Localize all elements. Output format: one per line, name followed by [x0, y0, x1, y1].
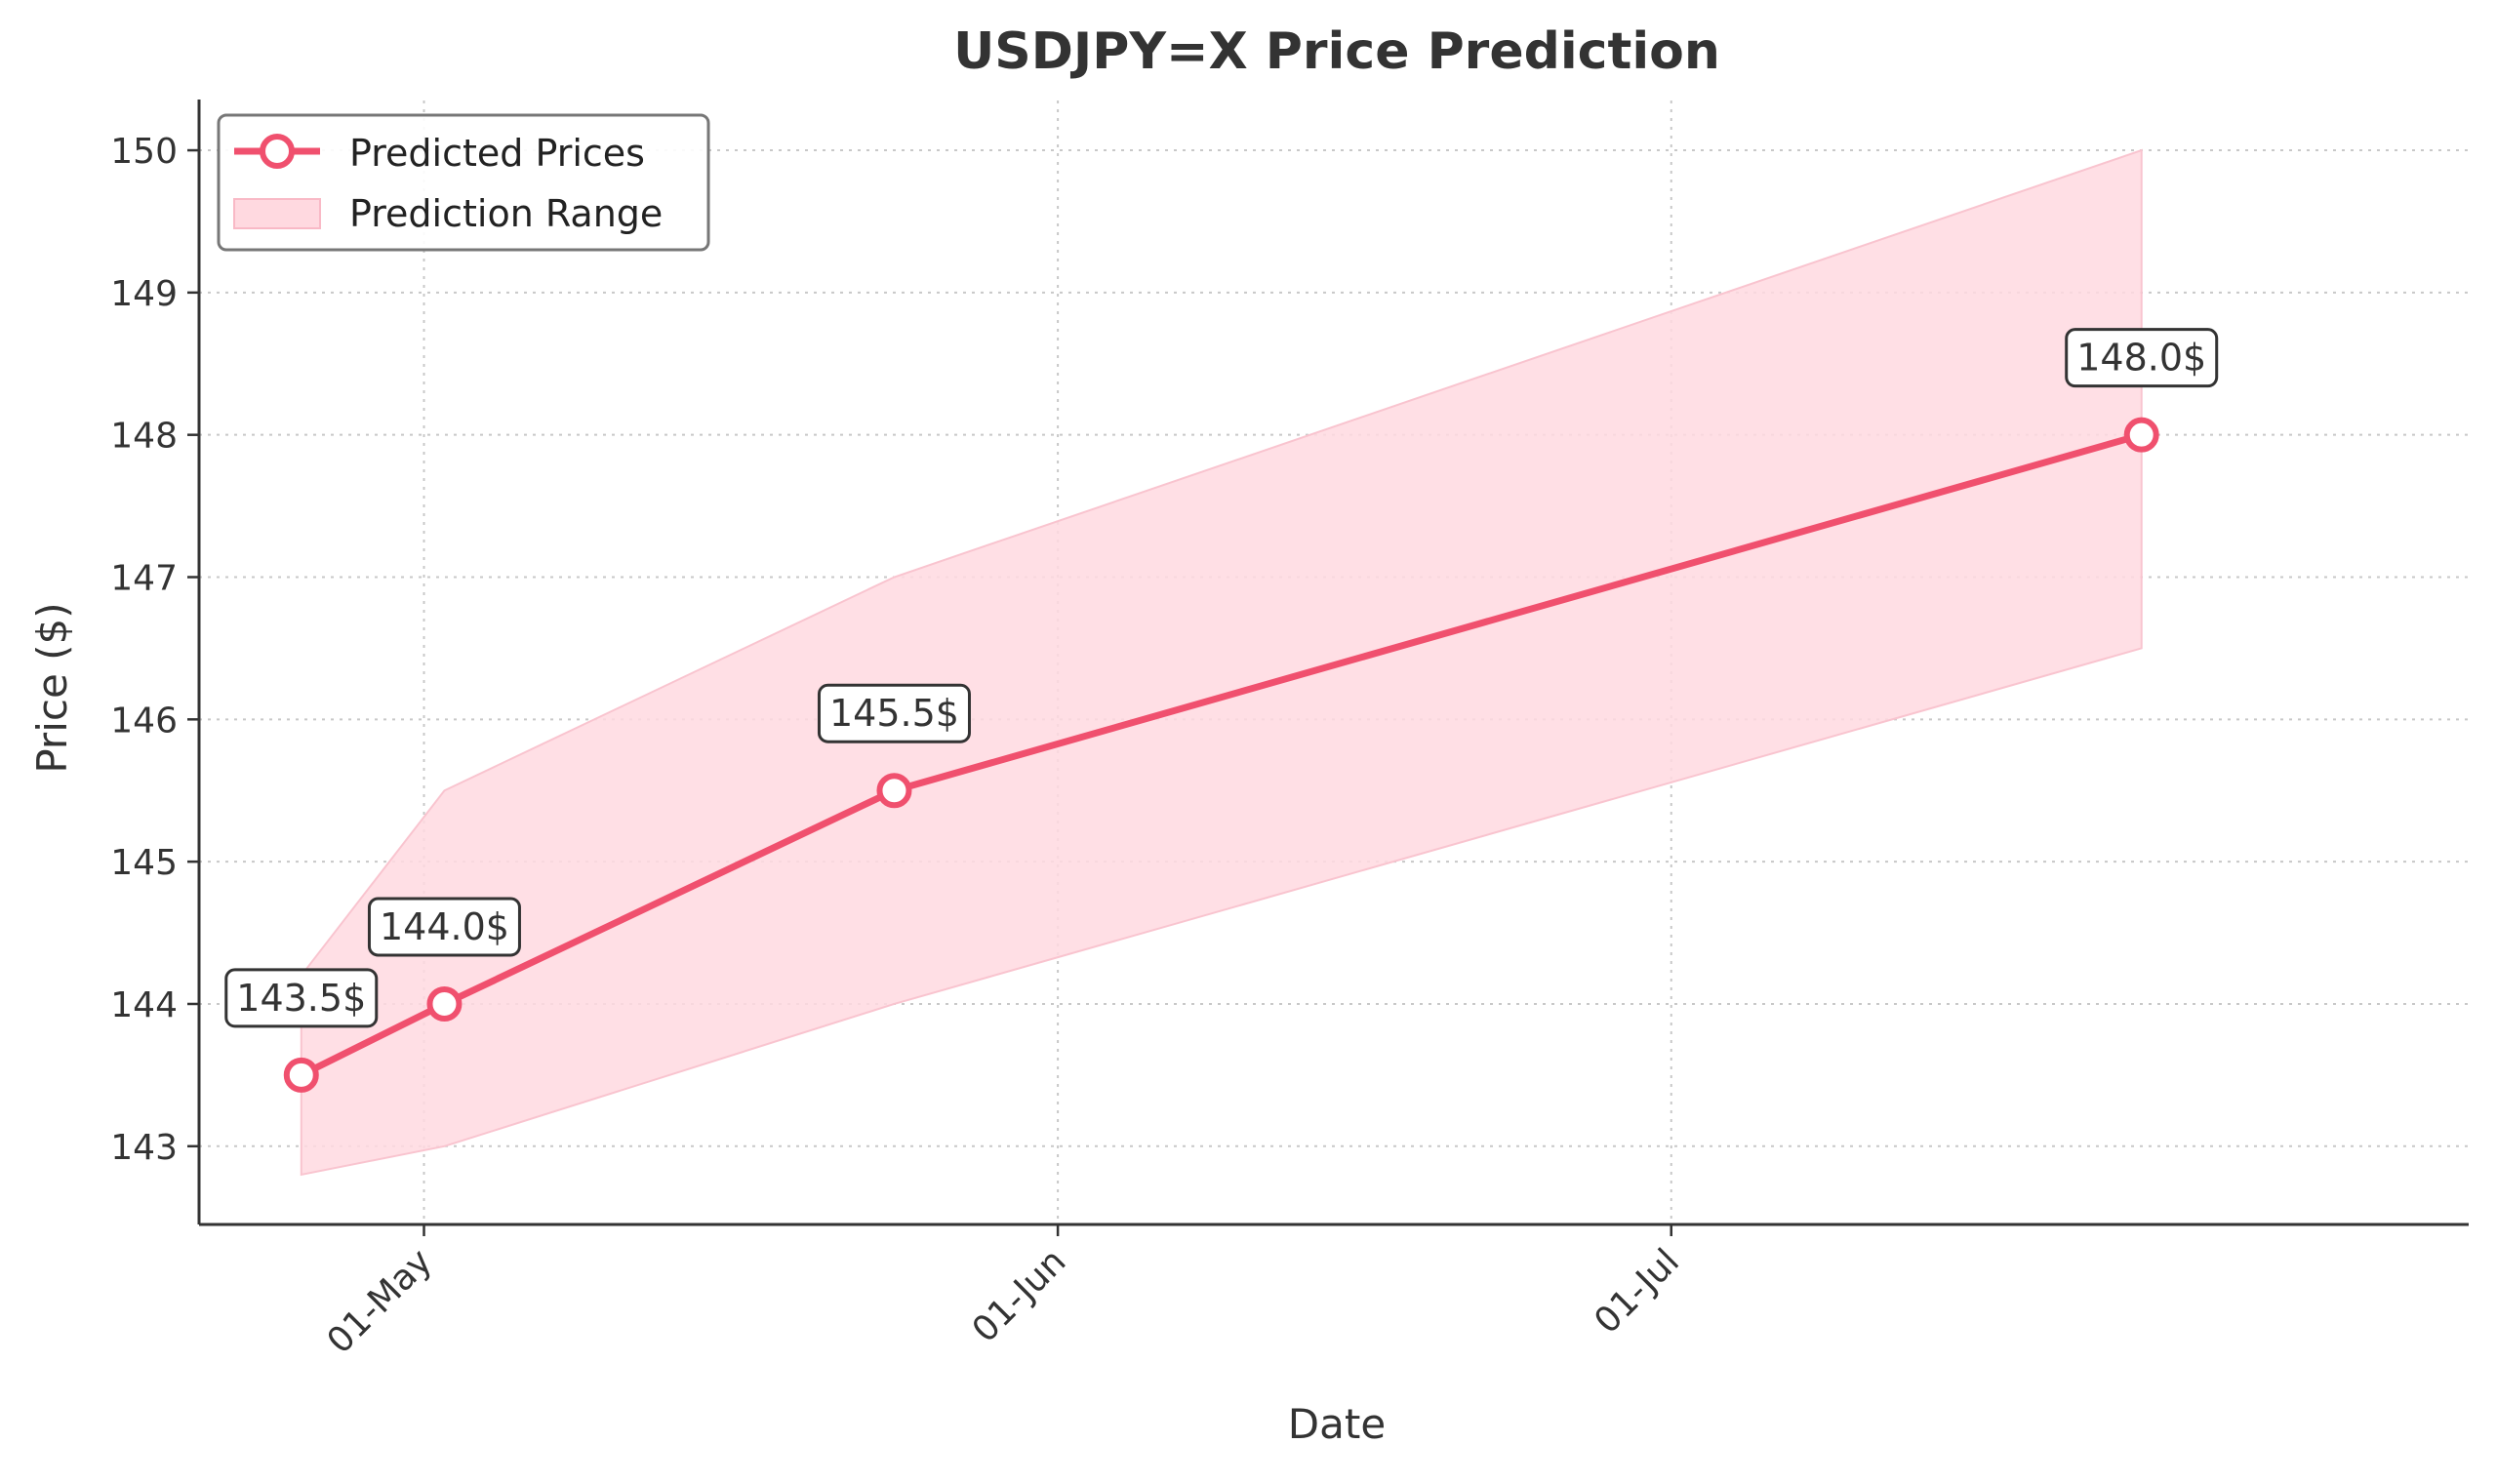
data-label-text: 145.5$ [829, 692, 959, 735]
predicted-prices-line [298, 431, 2146, 1079]
data-label: 143.5$ [224, 968, 379, 1028]
legend: Predicted Prices Prediction Range [217, 113, 710, 252]
prediction-range-layer [300, 148, 2143, 1177]
legend-label-range: Prediction Range [349, 192, 663, 235]
y-tick-label: 143 [110, 1128, 178, 1168]
data-label-box [2065, 328, 2219, 388]
data-label: 145.5$ [817, 683, 971, 743]
data-label-text: 148.0$ [2076, 337, 2206, 380]
data-label-box [817, 683, 971, 743]
data-label-box [224, 968, 379, 1028]
data-label: 144.0$ [367, 897, 521, 957]
y-tick-label: 144 [110, 985, 178, 1025]
chart-title: USDJPY=X Price Prediction [953, 22, 1720, 81]
y-tick-label: 148 [110, 417, 178, 457]
predicted-price-point [283, 1057, 319, 1093]
legend-marker-swatch [260, 134, 295, 169]
predicted-price-point [2123, 417, 2159, 453]
y-tick-label: 150 [110, 132, 178, 172]
y-tick-label: 147 [110, 559, 178, 599]
data-label-text: 144.0$ [380, 905, 509, 948]
predicted-price-point [426, 985, 463, 1022]
y-tick-label: 146 [110, 701, 178, 741]
y-tick-label: 145 [110, 843, 178, 883]
x-axis-label: Date [1288, 1400, 1386, 1448]
legend-box [217, 113, 710, 252]
data-label-box [367, 897, 521, 957]
predicted-price-point [876, 773, 912, 809]
legend-range-swatch [233, 198, 321, 229]
prediction-range-band [300, 148, 2143, 1177]
data-label: 148.0$ [2065, 328, 2219, 388]
data-labels: 143.5$ 144.0$ 145.5$ 148.0$ [224, 328, 2219, 1028]
predicted-line-layer [283, 417, 2159, 1093]
y-axis-label: Price ($) [28, 602, 76, 773]
data-label-text: 143.5$ [236, 977, 366, 1020]
legend-label-predicted: Predicted Prices [349, 132, 645, 175]
y-tick-label: 149 [110, 274, 178, 314]
